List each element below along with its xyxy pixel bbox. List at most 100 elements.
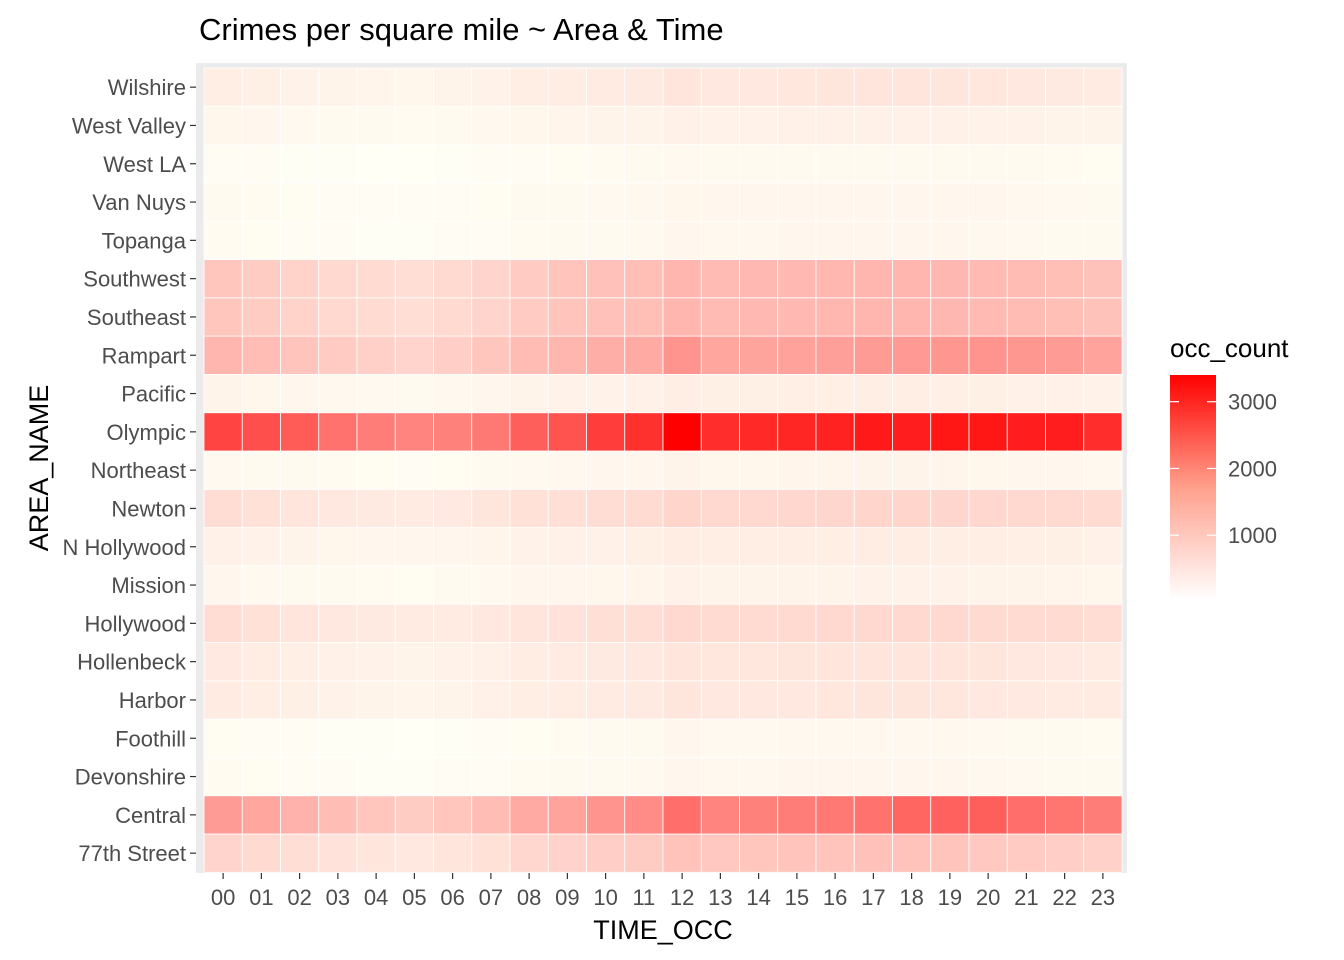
heatmap-cell <box>624 488 664 528</box>
heatmap-cell <box>203 412 243 452</box>
heatmap-cell <box>930 833 970 873</box>
heatmap-cell <box>394 259 434 299</box>
heatmap-cell <box>356 795 396 835</box>
heatmap-cell <box>968 757 1008 797</box>
heatmap-cell <box>586 412 626 452</box>
heatmap-cell <box>700 833 740 873</box>
heatmap-cell <box>509 718 549 758</box>
heatmap-cell <box>1045 182 1085 222</box>
x-tick-label: 16 <box>823 885 847 910</box>
heatmap-cell <box>892 718 932 758</box>
heatmap-cell <box>853 450 893 490</box>
heatmap-cell <box>433 412 473 452</box>
heatmap-cell <box>318 144 358 184</box>
heatmap-cell <box>280 565 320 605</box>
heatmap-cell <box>777 757 817 797</box>
heatmap-cell <box>853 718 893 758</box>
heatmap-cell <box>471 757 511 797</box>
heatmap-cell <box>700 795 740 835</box>
heatmap-cell <box>433 642 473 682</box>
heatmap-cell <box>777 527 817 567</box>
heatmap-cell <box>547 297 587 337</box>
heatmap-cell <box>739 182 779 222</box>
heatmap-cell <box>1045 833 1085 873</box>
heatmap-cell <box>203 795 243 835</box>
heatmap-cell <box>892 182 932 222</box>
heatmap-cell <box>930 603 970 643</box>
heatmap-cell <box>356 259 396 299</box>
heatmap-cell <box>586 603 626 643</box>
heatmap-cell <box>930 220 970 260</box>
heatmap-cell <box>394 373 434 414</box>
heatmap-cell <box>853 373 893 414</box>
heatmap-cell <box>318 795 358 835</box>
heatmap-cell <box>433 603 473 643</box>
heatmap-cell <box>777 488 817 528</box>
heatmap-cell <box>318 833 358 873</box>
heatmap-cell <box>318 565 358 605</box>
heatmap-cell <box>241 412 281 452</box>
heatmap-cell <box>318 182 358 222</box>
heatmap-cell <box>930 144 970 184</box>
heatmap-cell <box>662 795 702 835</box>
heatmap-cell <box>509 67 549 107</box>
heatmap-cell <box>700 67 740 107</box>
heatmap-cell <box>700 105 740 146</box>
y-tick-label: Hollywood <box>85 611 187 636</box>
x-tick-label: 19 <box>938 885 962 910</box>
heatmap-cell <box>700 603 740 643</box>
heatmap-cell <box>739 565 779 605</box>
heatmap-cell <box>1083 565 1123 605</box>
heatmap-cell <box>892 488 932 528</box>
heatmap-cell <box>1045 527 1085 567</box>
heatmap-cell <box>280 757 320 797</box>
heatmap-cell <box>1006 105 1046 146</box>
heatmap-cell <box>700 527 740 567</box>
heatmap-cell <box>815 527 855 567</box>
x-tick-label: 21 <box>1014 885 1038 910</box>
heatmap-cell <box>509 182 549 222</box>
heatmap-cell <box>624 795 664 835</box>
heatmap-cell <box>853 680 893 720</box>
heatmap-cell <box>892 297 932 337</box>
heatmap-cell <box>624 833 664 873</box>
heatmap-cell <box>777 718 817 758</box>
heatmap-cell <box>471 259 511 299</box>
heatmap-cell <box>624 642 664 682</box>
heatmap-cell <box>815 105 855 146</box>
heatmap-cell <box>853 335 893 375</box>
heatmap-cell <box>930 795 970 835</box>
heatmap-cell <box>280 182 320 222</box>
heatmap-cell <box>394 67 434 107</box>
heatmap-cell <box>1006 220 1046 260</box>
heatmap-cell <box>739 527 779 567</box>
heatmap-cell <box>394 680 434 720</box>
heatmap-cell <box>471 335 511 375</box>
heatmap-cell <box>777 67 817 107</box>
heatmap-cell <box>1045 757 1085 797</box>
heatmap-cell <box>700 144 740 184</box>
heatmap-cell <box>241 680 281 720</box>
heatmap-cell <box>356 680 396 720</box>
heatmap-cell <box>739 373 779 414</box>
heatmap-cell <box>892 603 932 643</box>
heatmap-cell <box>1006 718 1046 758</box>
heatmap-cell <box>968 373 1008 414</box>
heatmap-cell <box>394 795 434 835</box>
heatmap-cell <box>241 795 281 835</box>
heatmap-cell <box>777 603 817 643</box>
heatmap-cell <box>777 412 817 452</box>
heatmap-cell <box>624 603 664 643</box>
heatmap-cell <box>471 144 511 184</box>
heatmap-cell <box>586 297 626 337</box>
heatmap-cell <box>892 642 932 682</box>
heatmap-cell <box>662 718 702 758</box>
heatmap-cell <box>968 450 1008 490</box>
heatmap-cell <box>662 67 702 107</box>
heatmap-cell <box>509 297 549 337</box>
heatmap-cell <box>1083 412 1123 452</box>
heatmap-cell <box>700 182 740 222</box>
heatmap-cell <box>1045 565 1085 605</box>
heatmap-cell <box>1083 450 1123 490</box>
heatmap-cell <box>433 220 473 260</box>
